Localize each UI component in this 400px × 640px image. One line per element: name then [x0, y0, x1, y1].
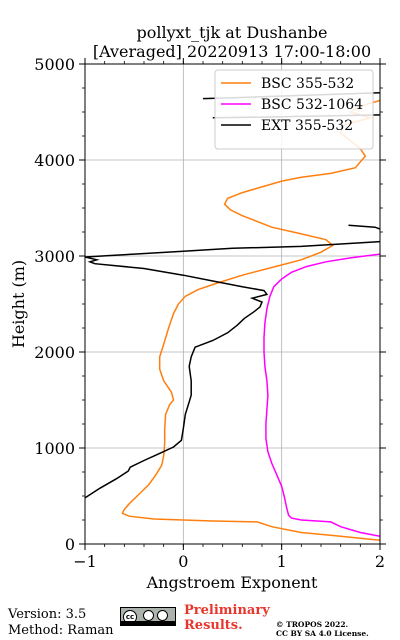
data-series: [85, 92, 380, 541]
preliminary-line2: Results.: [184, 618, 243, 633]
method-text: Method: Raman: [8, 623, 114, 638]
angstroem-profile-chart: pollyxt_tjk at Dushanbe [Averaged] 20220…: [9, 23, 386, 592]
y-axis-label: Height (m): [9, 260, 28, 348]
y-tick-label-4: 4000: [34, 151, 75, 170]
x-axis-label: Angstroem Exponent: [146, 573, 318, 592]
series-line-2: [85, 240, 380, 499]
y-tick-label-2: 2000: [34, 343, 75, 362]
footer-info: Version: 3.5 Method: Raman: [8, 607, 114, 639]
x-tick-label-3: 2: [375, 552, 385, 571]
y-tick-label-3: 3000: [34, 247, 75, 266]
copyright-line2: CC BY SA 4.0 License.: [276, 629, 369, 638]
x-tick-label-1: 0: [178, 552, 188, 571]
series-line-3: [348, 224, 380, 230]
preliminary-notice: Preliminary Results.: [184, 603, 270, 633]
x-tick-label-2: 1: [277, 552, 287, 571]
copyright-notice: © TROPOS 2022. CC BY SA 4.0 License.: [276, 620, 369, 638]
legend-box: [214, 69, 374, 150]
y-tick-label-5: 5000: [34, 55, 75, 74]
y-tick-label-1: 1000: [34, 439, 75, 458]
chart-subtitle: [Averaged] 20220913 17:00-18:00: [93, 42, 371, 61]
series-line-0: [121, 99, 380, 541]
cc-by-sa-icon: cc: [120, 607, 176, 626]
y-tick-label-0: 0: [65, 535, 75, 554]
preliminary-line1: Preliminary: [184, 603, 270, 618]
legend-label-0: BSC 355-532: [261, 76, 354, 92]
legend-label-2: EXT 355-532: [261, 118, 353, 134]
x-tick-label-0: −1: [73, 552, 97, 571]
chart-title: pollyxt_tjk at Dushanbe: [136, 23, 327, 42]
legend-label-1: BSC 532-1064: [261, 97, 363, 113]
copyright-line1: © TROPOS 2022.: [276, 620, 349, 629]
series-line-1: [263, 253, 380, 538]
version-text: Version: 3.5: [8, 607, 87, 622]
legend: BSC 355-532 BSC 532-1064 EXT 355-532: [214, 69, 374, 150]
